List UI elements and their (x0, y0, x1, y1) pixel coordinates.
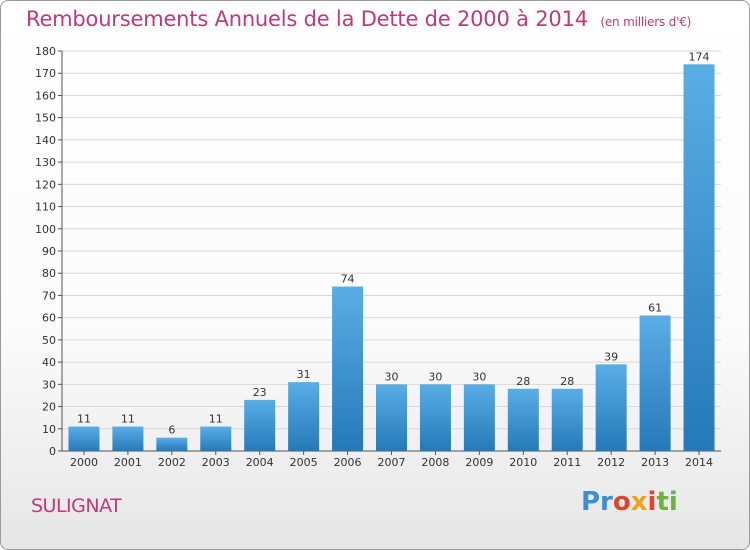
y-tick-label: 70 (42, 289, 56, 302)
data-label: 30 (385, 370, 399, 383)
bar (200, 426, 232, 451)
y-tick-label: 170 (35, 67, 56, 80)
data-label: 39 (604, 350, 618, 363)
data-label: 30 (472, 370, 486, 383)
data-label: 31 (297, 368, 311, 381)
x-tick-label: 2002 (158, 456, 186, 469)
bar (683, 64, 715, 452)
x-tick-label: 2009 (465, 456, 493, 469)
x-tick-label: 2003 (202, 456, 230, 469)
data-label: 61 (648, 301, 662, 314)
x-tick-label: 2005 (290, 456, 318, 469)
x-tick-label: 2007 (378, 456, 406, 469)
x-tick-label: 2000 (70, 456, 98, 469)
x-tick-label: 2010 (509, 456, 537, 469)
y-tick-label: 60 (42, 312, 56, 325)
data-label: 30 (428, 370, 442, 383)
y-tick-label: 80 (42, 267, 56, 280)
y-tick-label: 150 (35, 112, 56, 125)
bar (595, 364, 627, 451)
y-tick-label: 50 (42, 334, 56, 347)
bar (463, 384, 495, 451)
data-label: 28 (560, 375, 574, 388)
y-tick-label: 110 (35, 201, 56, 214)
data-label: 11 (209, 413, 223, 426)
y-tick-label: 30 (42, 378, 56, 391)
bar (507, 388, 539, 451)
y-tick-label: 120 (35, 178, 56, 191)
y-tick-label: 10 (42, 423, 56, 436)
logo-part-2: o (612, 487, 631, 517)
chart-title-text: Remboursements Annuels de la Dette de 20… (26, 7, 588, 31)
logo-part-3: x (630, 487, 648, 517)
town-name: SULIGNAT (31, 495, 122, 517)
x-tick-label: 2014 (685, 456, 713, 469)
logo-part-4: i (647, 487, 657, 517)
y-tick-label: 100 (35, 223, 56, 236)
data-label: 11 (77, 413, 91, 426)
data-label: 11 (121, 413, 135, 426)
bar (332, 286, 364, 451)
y-tick-label: 40 (42, 356, 56, 369)
y-tick-label: 0 (49, 445, 56, 458)
bar (156, 437, 188, 451)
bar (639, 315, 671, 451)
x-tick-label: 2004 (246, 456, 274, 469)
y-tick-label: 160 (35, 89, 56, 102)
x-tick-label: 2008 (421, 456, 449, 469)
y-tick-label: 180 (35, 45, 56, 58)
bar (244, 399, 276, 451)
chart-unit-note: (en milliers d'€) (600, 15, 692, 29)
x-tick-label: 2006 (334, 456, 362, 469)
bar (68, 426, 100, 451)
y-tick-label: 20 (42, 401, 56, 414)
data-label: 74 (341, 273, 355, 286)
logo-part-1: Pr (581, 487, 613, 517)
x-tick-label: 2013 (641, 456, 669, 469)
x-tick-label: 2011 (553, 456, 581, 469)
data-label: 6 (168, 424, 175, 437)
x-tick-label: 2001 (114, 456, 142, 469)
bar (419, 384, 451, 451)
y-tick-label: 90 (42, 245, 56, 258)
bar (288, 382, 320, 451)
y-tick-label: 140 (35, 134, 56, 147)
chart-title: Remboursements Annuels de la Dette de 20… (26, 7, 691, 31)
data-label: 174 (689, 50, 710, 63)
bar (551, 388, 583, 451)
y-tick-label: 130 (35, 156, 56, 169)
bar (112, 426, 144, 451)
logo-part-5: ti (656, 487, 678, 517)
proxiti-logo: Proxiti (581, 487, 678, 517)
data-label: 23 (253, 386, 267, 399)
data-label: 28 (516, 375, 530, 388)
x-tick-label: 2012 (597, 456, 625, 469)
bar (376, 384, 407, 451)
